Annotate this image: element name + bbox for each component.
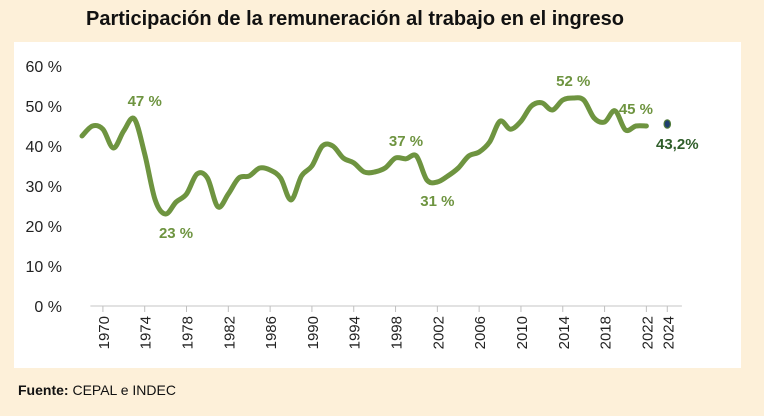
data-labels: 47 % 23 % 37 % 31 % 52 % 45 % [128, 73, 653, 242]
x-tick-label: 2010 [514, 316, 531, 349]
chart-area: 0 % 10 % 20 % 30 % 40 % 50 % 60 % 1970 1974 1978… [14, 42, 741, 368]
x-axis-ticks: 1970 1974 1978 1982 1986 1990 1994 1998 2002 2006… [96, 306, 677, 349]
x-tick-label: 1986 [263, 316, 280, 349]
y-tick-label: 20 % [26, 219, 62, 236]
data-label: 37 % [389, 133, 423, 150]
data-label: 47 % [128, 93, 162, 110]
x-tick-label: 1998 [389, 316, 406, 349]
x-tick-label: 2006 [472, 316, 489, 349]
x-tick-label: 1990 [305, 316, 322, 349]
data-label: 45 % [619, 101, 653, 118]
x-tick-label: 2018 [598, 316, 615, 349]
y-tick-label: 30 % [26, 179, 62, 196]
point-label: 43,2% [656, 136, 699, 153]
x-tick-label: 2002 [430, 316, 447, 349]
x-tick-label: 1970 [96, 316, 113, 349]
y-tick-label: 40 % [26, 139, 62, 156]
series-line-labor-share [79, 95, 649, 217]
highlight-point-group: 43,2% [656, 119, 699, 153]
x-tick-label: 1982 [221, 316, 238, 349]
y-tick-label: 0 % [34, 299, 62, 316]
x-tick-label: 1974 [138, 316, 155, 349]
line-chart: 0 % 10 % 20 % 30 % 40 % 50 % 60 % 1970 1974 1978… [26, 59, 699, 349]
y-tick-label: 60 % [26, 59, 62, 76]
x-tick-label: 1978 [180, 316, 197, 349]
x-tick-label: 1994 [347, 316, 364, 349]
source-note: Fuente: CEPAL e INDEC [18, 382, 176, 398]
x-tick-label: 2024 [660, 316, 677, 349]
y-tick-label: 10 % [26, 259, 62, 276]
chart-title: Participación de la remuneración al trab… [86, 8, 624, 30]
data-label: 31 % [420, 193, 454, 210]
y-axis-ticks: 0 % 10 % 20 % 30 % 40 % 50 % 60 % [26, 59, 62, 316]
data-label: 23 % [159, 225, 193, 242]
x-tick-label: 2014 [556, 316, 573, 349]
x-tick-label: 2022 [639, 316, 656, 349]
data-label: 52 % [556, 73, 590, 90]
source-text: CEPAL e INDEC [72, 382, 176, 398]
source-label: Fuente: [18, 382, 69, 398]
y-tick-label: 50 % [26, 99, 62, 116]
highlight-point [663, 119, 672, 129]
